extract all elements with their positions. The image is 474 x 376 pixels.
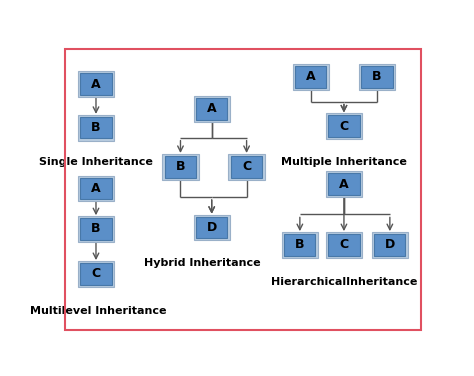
Text: Multiple Inheritance: Multiple Inheritance — [281, 156, 407, 167]
Text: C: C — [339, 120, 348, 133]
Text: HierarchicalInheritance: HierarchicalInheritance — [271, 277, 417, 287]
Text: A: A — [306, 70, 316, 83]
Bar — [284, 234, 316, 256]
Bar — [372, 232, 408, 258]
Bar — [81, 263, 111, 285]
Text: C: C — [242, 160, 251, 173]
Text: D: D — [385, 238, 395, 252]
Bar — [326, 171, 362, 197]
Bar — [282, 232, 318, 258]
Text: C: C — [339, 238, 348, 252]
Bar — [193, 96, 230, 122]
Text: Hybrid Inheritance: Hybrid Inheritance — [144, 258, 261, 268]
Bar — [193, 215, 230, 240]
Bar — [328, 173, 360, 195]
Bar — [81, 218, 111, 240]
Bar — [81, 117, 111, 138]
Text: D: D — [207, 221, 217, 234]
Bar — [81, 177, 111, 199]
Bar — [293, 64, 329, 90]
Bar — [326, 232, 362, 258]
Bar — [328, 115, 360, 137]
Bar — [165, 156, 196, 177]
Text: B: B — [176, 160, 185, 173]
Bar — [374, 234, 405, 256]
Bar — [78, 115, 114, 141]
Text: Multilevel Inheritance: Multilevel Inheritance — [29, 306, 166, 316]
Text: A: A — [207, 102, 217, 115]
Text: A: A — [339, 177, 349, 191]
Text: A: A — [91, 78, 101, 91]
Bar — [78, 216, 114, 242]
Text: Single Inheritance: Single Inheritance — [39, 156, 153, 167]
Text: A: A — [91, 182, 101, 195]
Bar — [326, 113, 362, 139]
Bar — [81, 73, 111, 95]
Text: B: B — [91, 223, 101, 235]
Bar — [78, 176, 114, 201]
Bar — [162, 154, 199, 180]
Bar — [295, 66, 327, 88]
Text: B: B — [91, 121, 101, 134]
Bar — [231, 156, 262, 177]
Bar — [359, 64, 395, 90]
Bar — [328, 234, 360, 256]
Text: B: B — [295, 238, 305, 252]
Bar — [78, 71, 114, 97]
Bar — [196, 217, 228, 238]
Bar — [361, 66, 392, 88]
Text: C: C — [91, 267, 100, 280]
Bar — [228, 154, 265, 180]
Text: B: B — [372, 70, 382, 83]
Bar — [78, 261, 114, 287]
Bar — [196, 98, 228, 120]
